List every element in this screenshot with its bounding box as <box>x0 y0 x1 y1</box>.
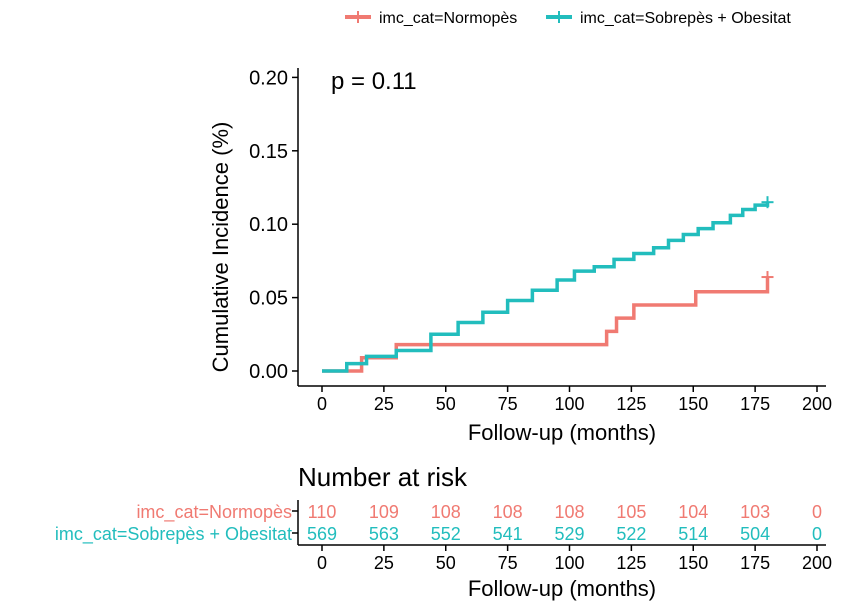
x-tick-label: 150 <box>678 394 708 414</box>
risk-value: 563 <box>369 524 399 544</box>
p-value-annotation: p = 0.11 <box>331 68 417 95</box>
y-tick-label: 0.15 <box>249 141 288 163</box>
risk-value: 552 <box>431 524 461 544</box>
risk-value: 514 <box>678 524 708 544</box>
risk-value: 108 <box>431 502 461 522</box>
x-tick-label: 0 <box>317 394 327 414</box>
y-tick-label: 0.00 <box>249 361 288 383</box>
risk-x-tick-label: 75 <box>498 553 518 573</box>
risk-table-title: Number at risk <box>298 462 468 492</box>
risk-value: 504 <box>740 524 770 544</box>
risk-table-panel: Number at risk imc_cat=Normopès 110 109 108 1… <box>55 462 832 601</box>
risk-value: 541 <box>493 524 523 544</box>
risk-value: 0 <box>812 502 822 522</box>
risk-x-tick-label: 25 <box>374 553 394 573</box>
risk-value: 529 <box>554 524 584 544</box>
risk-x-tick-label: 0 <box>317 553 327 573</box>
risk-row-label-2: imc_cat=Sobrepès + Obesitat <box>55 524 292 545</box>
risk-value: 104 <box>678 502 708 522</box>
x-tick-label: 175 <box>740 394 770 414</box>
x-tick-label: 125 <box>616 394 646 414</box>
legend-label-1: imc_cat=Normopès <box>379 10 517 27</box>
risk-value: 569 <box>307 524 337 544</box>
risk-value: 108 <box>554 502 584 522</box>
risk-value: 109 <box>369 502 399 522</box>
x-tick-label: 100 <box>554 394 584 414</box>
risk-row-label-1: imc_cat=Normopès <box>136 502 292 523</box>
y-tick-label: 0.20 <box>249 67 288 89</box>
risk-x-tick-label: 200 <box>802 553 832 573</box>
x-tick-label: 50 <box>436 394 456 414</box>
legend: imc_cat=Normopès imc_cat=Sobrepès + Obesi… <box>345 10 791 27</box>
risk-x-tick-label: 150 <box>678 553 708 573</box>
risk-value: 105 <box>616 502 646 522</box>
risk-value: 522 <box>616 524 646 544</box>
risk-x-axis-label: Follow-up (months) <box>468 576 656 601</box>
main-plot-panel: 0.00 0.05 0.10 0.15 0.20 0 25 50 75 100 125 150 175 2… <box>208 67 832 445</box>
y-axis-label: Cumulative Incidence (%) <box>208 122 233 373</box>
risk-x-tick-label: 175 <box>740 553 770 573</box>
risk-x-tick-label: 125 <box>616 553 646 573</box>
risk-x-tick-label: 100 <box>554 553 584 573</box>
risk-value: 103 <box>740 502 770 522</box>
x-tick-label: 75 <box>498 394 518 414</box>
y-tick-label: 0.05 <box>249 288 288 310</box>
risk-x-tick-label: 50 <box>436 553 456 573</box>
series-line-2 <box>322 202 770 373</box>
legend-label-2: imc_cat=Sobrepès + Obesitat <box>580 10 791 27</box>
x-tick-label: 200 <box>802 394 832 414</box>
risk-value: 0 <box>812 524 822 544</box>
risk-value: 108 <box>493 502 523 522</box>
x-axis-label: Follow-up (months) <box>468 420 656 445</box>
x-tick-label: 25 <box>374 394 394 414</box>
risk-value: 110 <box>308 502 337 522</box>
y-tick-label: 0.10 <box>249 214 288 236</box>
